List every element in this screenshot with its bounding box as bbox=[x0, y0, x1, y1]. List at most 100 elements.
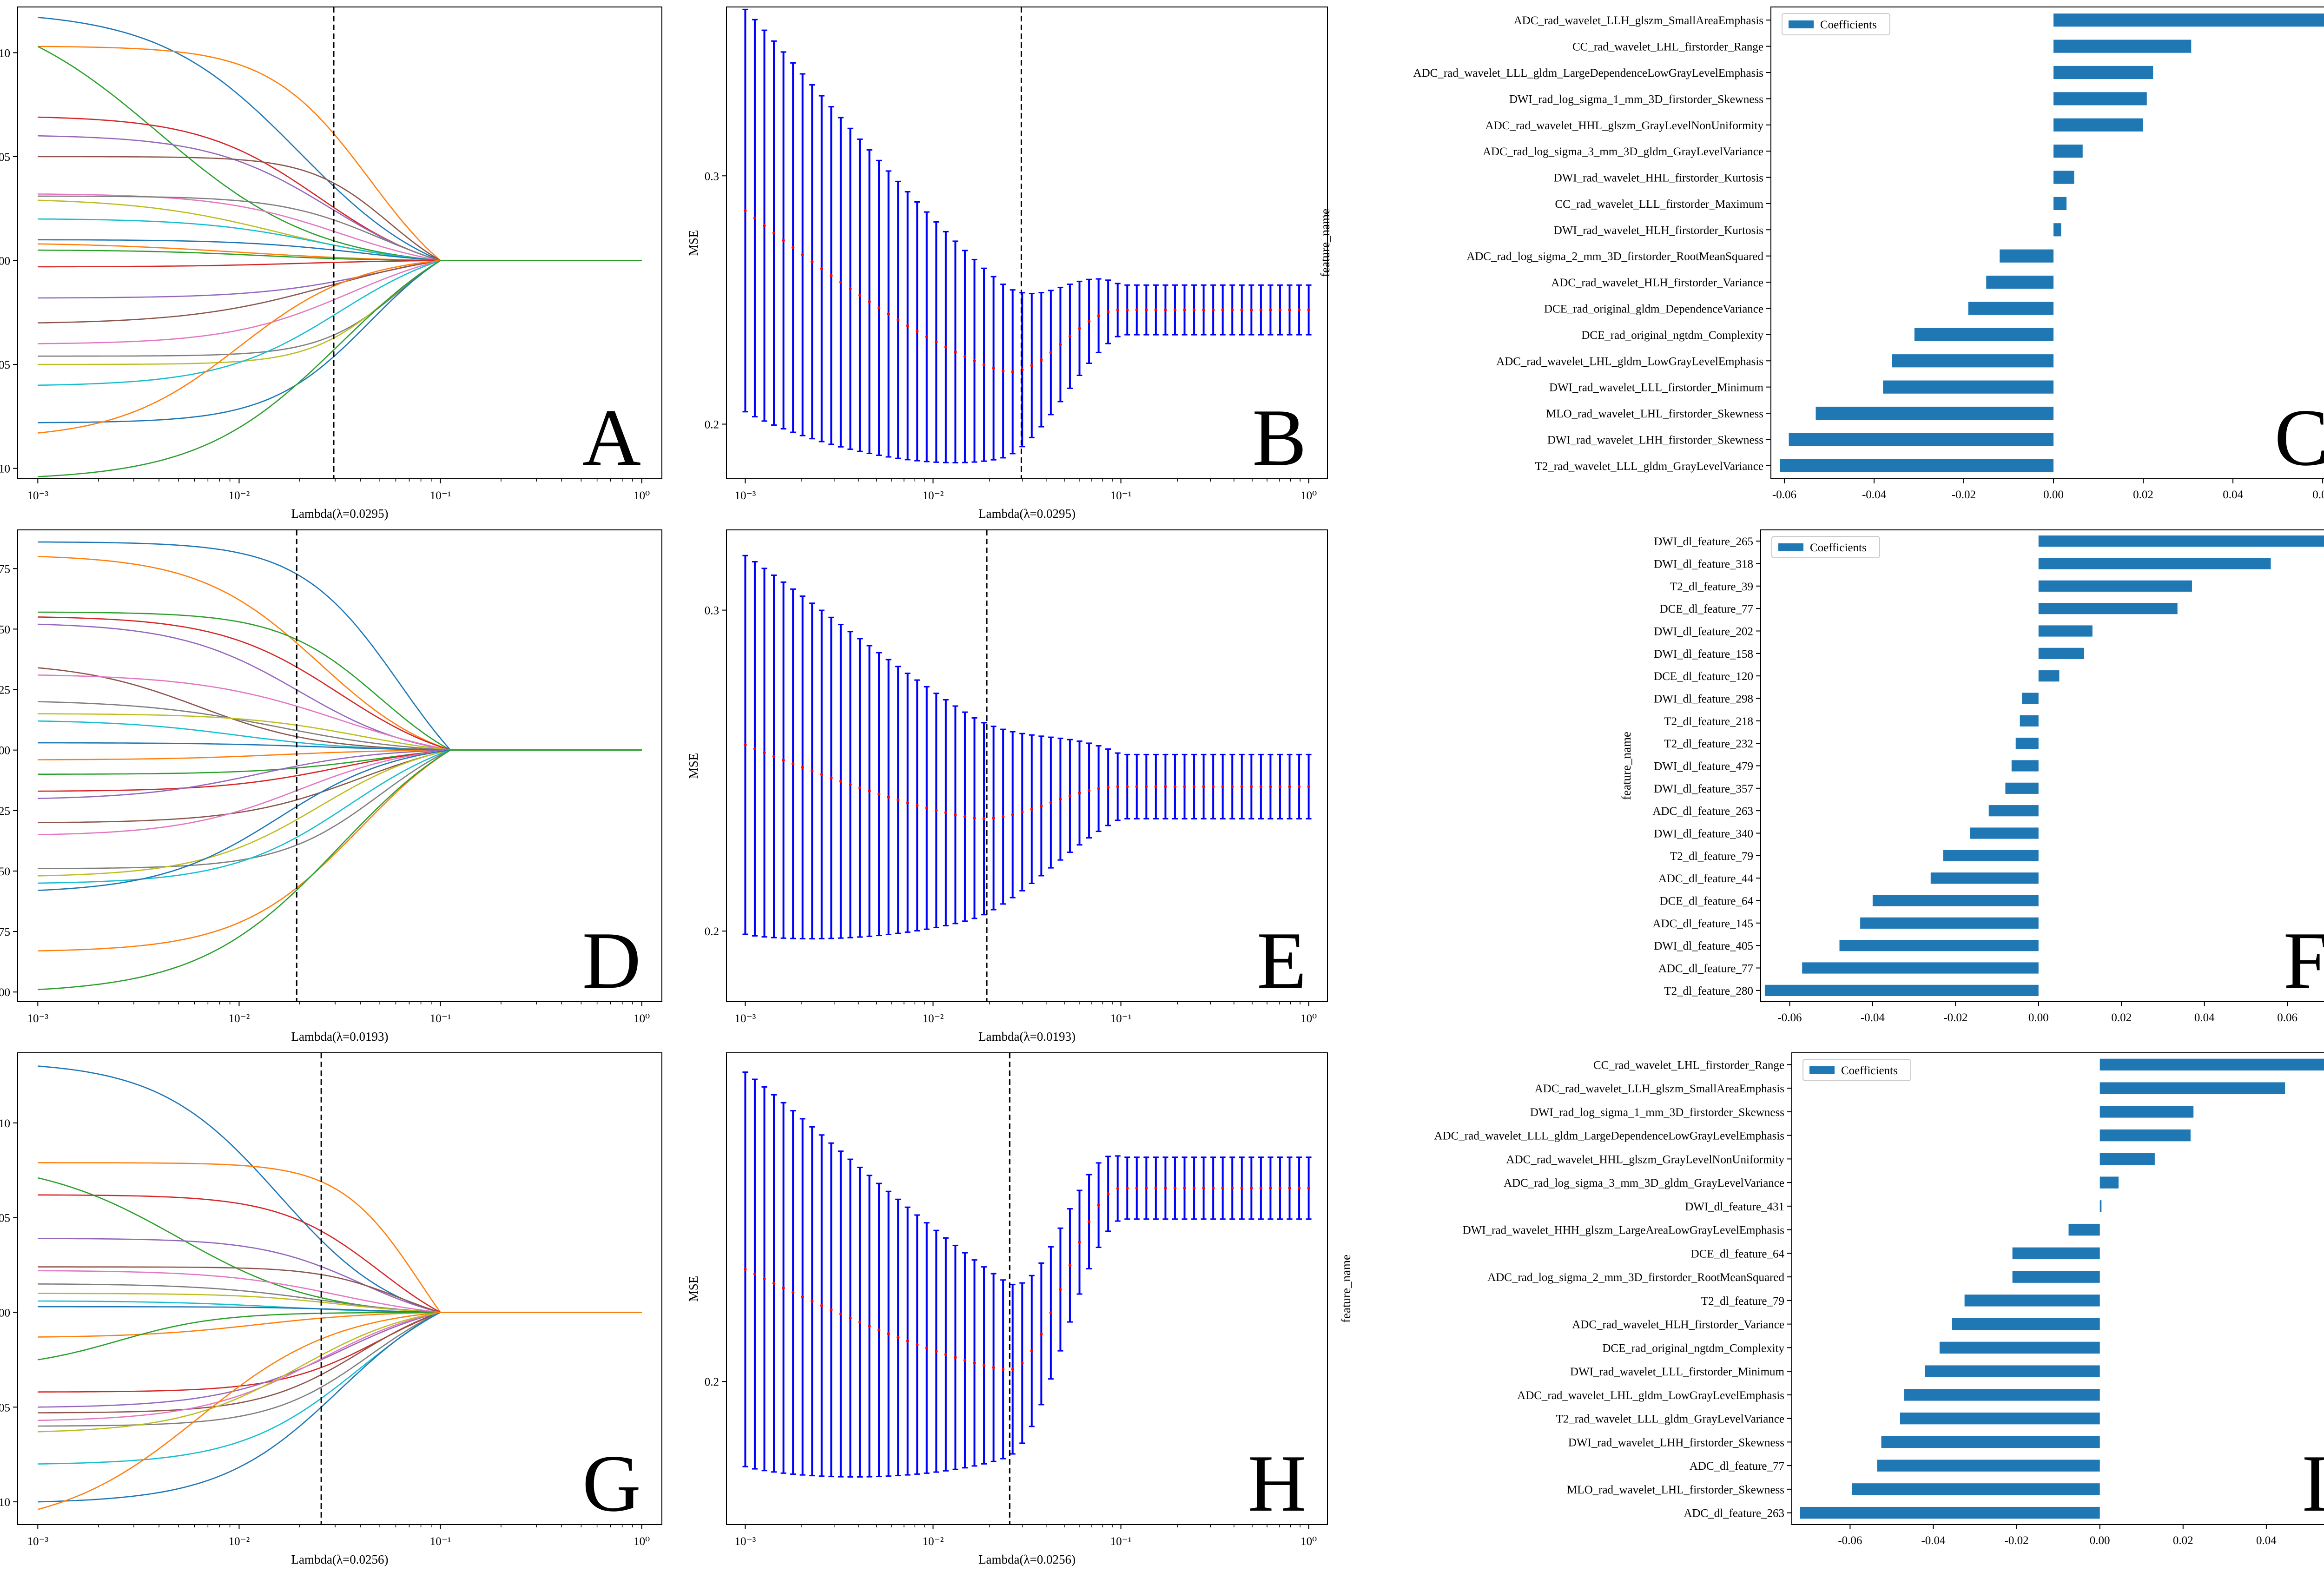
bar-T2_dl_feature_39 bbox=[2038, 580, 2192, 592]
category-label: ADC_dl_feature_263 bbox=[1684, 1507, 1784, 1520]
xtick-label: 10⁻³ bbox=[735, 489, 756, 502]
bar-ADC_rad_log_sigma_2_mm_3D_firstorder_RootMeanSquared bbox=[2012, 1271, 2100, 1283]
mse-mean-point bbox=[1297, 1186, 1301, 1190]
bar-DCE_dl_feature_64 bbox=[2012, 1247, 2100, 1260]
mse-mean-point bbox=[1192, 308, 1196, 311]
bar-DWI_dl_feature_265 bbox=[2038, 535, 2324, 547]
bar-DCE_dl_feature_120 bbox=[2038, 670, 2060, 682]
xtick-label: 10⁻¹ bbox=[1110, 1535, 1132, 1548]
panel-letter-H: H bbox=[1248, 1438, 1307, 1528]
mse-mean-point bbox=[1240, 785, 1243, 788]
ytick-label: -0.10 bbox=[0, 1496, 10, 1509]
panel-H: 0.2 MSE 10⁻³ 10⁻² 10⁻¹ 10⁰ Lambda(λ=0.0256) H bbox=[687, 1052, 1328, 1566]
xtick-label: 10⁻³ bbox=[27, 489, 48, 502]
bar-DCE_dl_feature_77 bbox=[2038, 603, 2178, 614]
mse-mean-point bbox=[1278, 308, 1282, 311]
mse-mean-point bbox=[791, 246, 795, 249]
coef-path-3 bbox=[37, 46, 642, 261]
xtick-label: 0.00 bbox=[2028, 1011, 2049, 1024]
category-label: DWI_dl_feature_318 bbox=[1654, 558, 1753, 571]
mse-mean-point bbox=[1240, 308, 1243, 311]
mse-mean-point bbox=[744, 209, 747, 212]
bar-ADC_dl_feature_263 bbox=[1800, 1506, 2100, 1519]
bar-DWI_rad_log_sigma_1_mm_3D_firstorder_Skewness bbox=[2053, 92, 2147, 106]
xtick-label: 10⁻³ bbox=[27, 1012, 48, 1025]
mse-mean-point bbox=[1030, 364, 1033, 367]
mse-mean-point bbox=[839, 779, 843, 783]
mse-mean-point bbox=[1154, 785, 1158, 788]
xtick-label: 10⁰ bbox=[1301, 489, 1317, 502]
panel-D: -0.100 -0.075 -0.050 -0.025 0.000 0.025 0.050 0… bbox=[0, 529, 662, 1044]
mse-mean-point bbox=[925, 806, 928, 810]
panel-letter-G: G bbox=[582, 1438, 641, 1528]
coef-path-19 bbox=[38, 260, 642, 365]
mse-mean-point bbox=[744, 1268, 747, 1271]
coef-path-16 bbox=[38, 1312, 642, 1413]
legend-swatch bbox=[1809, 1066, 1835, 1074]
mse-mean-point bbox=[801, 1295, 804, 1299]
y-axis-label: MSE bbox=[687, 230, 700, 256]
xtick-label: 0.00 bbox=[2043, 489, 2064, 501]
mse-mean-point bbox=[782, 238, 785, 242]
bar-DWI_dl_feature_202 bbox=[2038, 625, 2093, 637]
x-axis-label: Lambda(λ=0.0256) bbox=[291, 1552, 388, 1566]
mse-mean-point bbox=[868, 789, 871, 793]
coef-path-6 bbox=[38, 156, 642, 261]
bar-DCE_rad_original_ngtdm_Complexity bbox=[1914, 328, 2054, 341]
category-label: ADC_rad_wavelet_LHL_gldm_LowGrayLevelEmp… bbox=[1496, 355, 1763, 368]
bar-T2_rad_wavelet_LLL_gldm_GrayLevelVariance bbox=[1900, 1412, 2100, 1425]
mse-mean-point bbox=[753, 1272, 757, 1276]
category-label: ADC_rad_wavelet_LLH_glszm_SmallAreaEmpha… bbox=[1514, 14, 1763, 27]
mse-mean-point bbox=[963, 1359, 967, 1362]
xtick-label: 0.04 bbox=[2256, 1534, 2277, 1547]
bar-T2_dl_feature_218 bbox=[2020, 715, 2039, 727]
coef-path-1 bbox=[38, 17, 642, 261]
bar-ADC_rad_log_sigma_3_mm_3D_gldm_GrayLevelVariance bbox=[2053, 145, 2083, 158]
mse-mean-point bbox=[1087, 320, 1091, 323]
mse-mean-point bbox=[839, 280, 843, 284]
panel-I: CC_rad_wavelet_LHL_firstorder_Range ADC_r… bbox=[1339, 1052, 2324, 1547]
mse-mean-point bbox=[868, 1324, 871, 1328]
category-label: ADC_rad_wavelet_LHL_gldm_LowGrayLevelEmp… bbox=[1517, 1389, 1784, 1402]
coef-path-2 bbox=[38, 1162, 642, 1313]
mse-mean-point bbox=[1259, 1186, 1263, 1190]
ytick-label: 0.025 bbox=[0, 684, 10, 697]
mse-mean-point bbox=[1240, 1186, 1243, 1190]
mse-mean-point bbox=[753, 217, 757, 220]
coef-path-20 bbox=[38, 260, 642, 386]
mse-mean-point bbox=[830, 776, 833, 779]
mse-mean-point bbox=[1011, 1367, 1014, 1371]
ytick-label: 0.000 bbox=[0, 745, 10, 757]
mse-mean-point bbox=[1078, 1241, 1081, 1244]
bar-DCE_rad_original_ngtdm_Complexity bbox=[1939, 1341, 2100, 1354]
coef-path-11 bbox=[38, 1306, 642, 1313]
mse-mean-point bbox=[1297, 308, 1301, 311]
mse-mean-point bbox=[896, 1336, 900, 1339]
bar-DWI_dl_feature_431 bbox=[2100, 1200, 2102, 1212]
mse-mean-point bbox=[1173, 308, 1177, 311]
mse-mean-point bbox=[858, 294, 862, 297]
mse-mean-point bbox=[1106, 1192, 1110, 1196]
mse-mean-point bbox=[1116, 785, 1119, 788]
mse-mean-point bbox=[830, 1308, 833, 1312]
mse-mean-point bbox=[868, 300, 871, 304]
mse-mean-point bbox=[1078, 791, 1081, 795]
bar-T2_dl_feature_79 bbox=[1943, 850, 2039, 861]
mse-mean-point bbox=[858, 1321, 862, 1324]
mse-mean-point bbox=[963, 815, 967, 819]
xtick-label: 0.02 bbox=[2133, 489, 2153, 501]
mse-mean-point bbox=[982, 1364, 986, 1367]
xtick-label: 10⁻¹ bbox=[1110, 489, 1132, 502]
category-label: T2_rad_wavelet_LLL_gldm_GrayLevelVarianc… bbox=[1556, 1413, 1784, 1426]
mse-mean-point bbox=[1001, 815, 1005, 819]
mse-mean-point bbox=[877, 793, 881, 796]
ytick-label: 0.3 bbox=[705, 605, 719, 617]
mse-mean-point bbox=[1211, 308, 1215, 311]
bar-ADC_dl_feature_77 bbox=[1802, 962, 2039, 974]
mse-mean-point bbox=[1307, 308, 1310, 311]
ytick-label: -0.050 bbox=[0, 865, 10, 878]
mse-mean-point bbox=[1288, 1186, 1291, 1190]
mse-mean-point bbox=[935, 809, 938, 812]
mse-mean-point bbox=[944, 345, 948, 349]
panel-E-frame bbox=[726, 529, 1328, 1002]
